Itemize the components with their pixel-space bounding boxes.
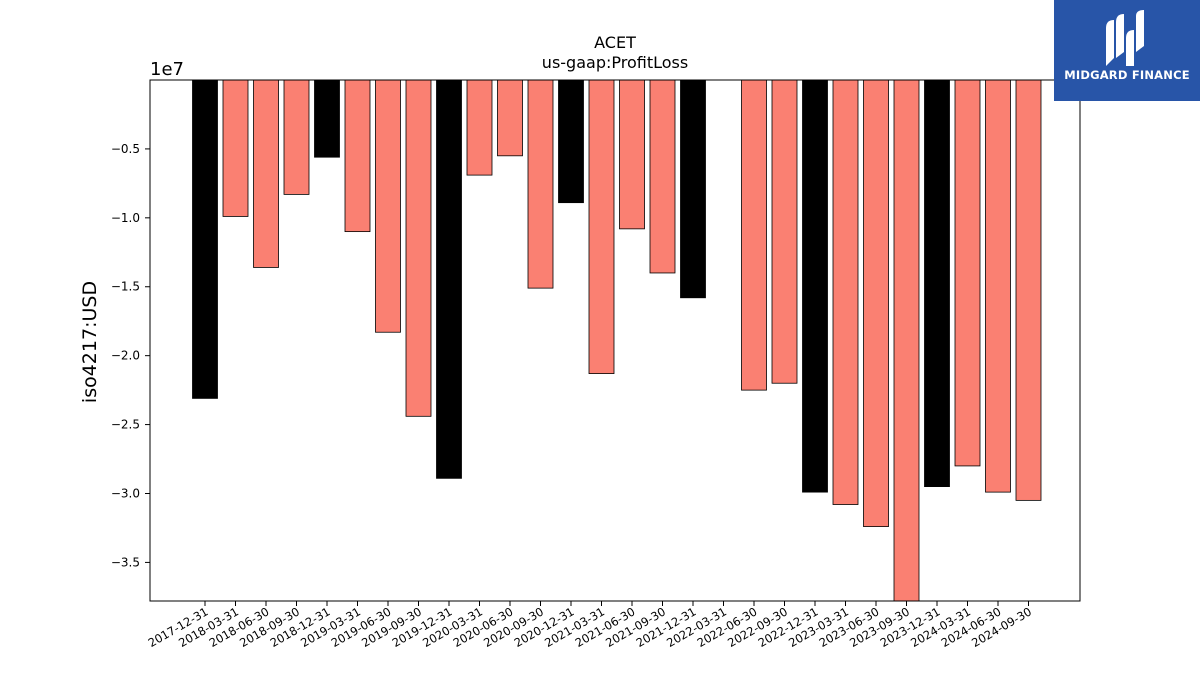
y-tick-label: −3.5 bbox=[111, 555, 140, 569]
bar-2022-12-31 bbox=[802, 79, 828, 493]
y-tick-label: −2.5 bbox=[111, 418, 140, 432]
midgard-logo-icon bbox=[1106, 10, 1144, 66]
bar-2020-06-30 bbox=[497, 79, 523, 157]
y-offset-label: 1e7 bbox=[150, 59, 184, 80]
bar-2023-06-30 bbox=[863, 79, 889, 527]
bar-2019-12-31 bbox=[436, 79, 462, 479]
plot-frame bbox=[149, 79, 1081, 602]
y-tick-label: −1.0 bbox=[111, 211, 140, 225]
bar-2024-03-31 bbox=[954, 79, 981, 467]
bar-2018-03-31 bbox=[222, 79, 249, 217]
bars-group bbox=[192, 79, 1042, 602]
bar-2018-09-30 bbox=[283, 79, 310, 195]
chart-title: ACET bbox=[594, 33, 636, 52]
bar-2018-06-30 bbox=[253, 79, 279, 268]
y-tick-label: −1.5 bbox=[111, 280, 140, 294]
bar-2023-12-31 bbox=[924, 79, 950, 488]
y-axis: −0.5 −1.0 −1.5 −2.0 −2.5 −3.0 −3.5 bbox=[111, 142, 150, 569]
midgard-finance-logo: MIDGARD FINANCE bbox=[1054, 0, 1200, 101]
bar-2018-12-31 bbox=[314, 79, 340, 158]
y-tick-label: −3.0 bbox=[111, 486, 140, 500]
bar-2019-09-30 bbox=[405, 79, 432, 417]
chart-subtitle: us-gaap:ProfitLoss bbox=[542, 53, 688, 72]
bar-2023-09-30 bbox=[893, 79, 920, 602]
logo-text: MIDGARD FINANCE bbox=[1064, 68, 1190, 82]
bar-2020-09-30 bbox=[527, 79, 554, 289]
bar-2020-03-31 bbox=[466, 79, 493, 176]
y-tick-label: −0.5 bbox=[111, 142, 140, 156]
bar-2017-12-31 bbox=[192, 79, 218, 399]
x-axis: 2017-12-312018-03-312018-06-302018-09-30… bbox=[146, 601, 1034, 650]
bar-2023-03-31 bbox=[832, 79, 859, 505]
bar-2021-12-31 bbox=[680, 79, 706, 299]
y-tick-label: −2.0 bbox=[111, 349, 140, 363]
bar-2021-09-30 bbox=[649, 79, 676, 274]
bar-2022-09-30 bbox=[771, 79, 798, 384]
bar-2020-12-31 bbox=[558, 79, 584, 204]
bar-2022-06-30 bbox=[741, 79, 767, 391]
bar-2024-09-30 bbox=[1015, 79, 1042, 501]
bar-2021-06-30 bbox=[619, 79, 645, 230]
bar-2024-06-30 bbox=[985, 79, 1011, 493]
bar-2019-06-30 bbox=[375, 79, 401, 333]
bar-2021-03-31 bbox=[588, 79, 615, 374]
bar-2019-03-31 bbox=[344, 79, 371, 233]
y-axis-label: iso4217:USD bbox=[79, 281, 101, 403]
